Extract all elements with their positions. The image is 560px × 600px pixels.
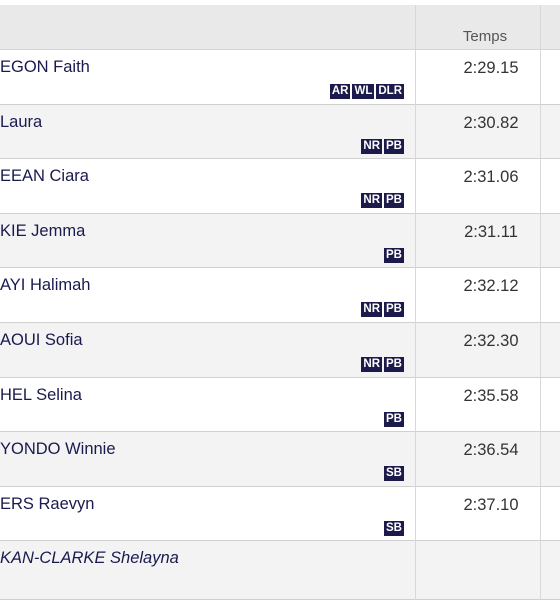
athlete-name: YONDO Winnie — [0, 440, 116, 459]
result-row: KAN-CLARKE Shelayna — [0, 541, 560, 600]
result-row: KIE Jemma PB 2:31.11 — [0, 213, 560, 269]
result-time: 2:30.82 — [463, 113, 519, 132]
result-time: 2:29.15 — [463, 59, 519, 77]
athlete-name: EGON Faith — [0, 58, 90, 76]
athlete-name: AOUI Sofia — [0, 331, 83, 349]
record-badges: SB — [384, 466, 404, 482]
record-badge: NR — [361, 357, 383, 372]
result-time: 2:31.06 — [463, 168, 519, 187]
record-badge: PB — [384, 357, 404, 372]
column-divider — [540, 5, 541, 600]
record-badge: AR — [329, 84, 351, 99]
column-divider — [415, 5, 416, 600]
result-row: AYI Halimah NR PB 2:32.12 — [0, 268, 560, 323]
record-badge: NR — [361, 138, 383, 154]
record-badges: NR PB — [361, 193, 404, 209]
result-row: HEL Selina PB 2:35.58 — [0, 378, 560, 433]
result-time: 2:37.10 — [463, 495, 519, 514]
record-badge: SB — [384, 520, 404, 536]
record-badges: AR WL DLR — [329, 84, 404, 99]
athlete-name: AYI Halimah — [0, 276, 91, 295]
result-time: 2:36.54 — [463, 441, 519, 460]
result-row: YONDO Winnie SB 2:36.54 — [0, 432, 560, 487]
time-header: Temps — [462, 28, 508, 45]
record-badge: NR — [361, 302, 383, 318]
athlete-name: KIE Jemma — [0, 221, 86, 240]
result-time: 2:31.11 — [464, 222, 518, 241]
athlete-name: Laura — [0, 112, 43, 131]
record-badges: NR PB — [361, 138, 404, 154]
result-time: 2:35.58 — [463, 386, 519, 405]
record-badges: PB — [384, 411, 404, 427]
athlete-name: HEL Selina — [0, 385, 82, 404]
record-badge: PB — [384, 302, 404, 318]
result-row: EGON Faith AR WL DLR 2:29.15 — [0, 50, 560, 105]
result-row: EEAN Ciara NR PB 2:31.06 — [0, 159, 560, 214]
record-badges: NR PB — [361, 357, 404, 372]
record-badge: PB — [384, 193, 404, 209]
record-badge: DLR — [376, 84, 404, 99]
result-row: ERS Raevyn SB 2:37.10 — [0, 487, 560, 542]
record-badges: PB — [384, 247, 404, 263]
result-time: 2:32.12 — [463, 277, 519, 296]
record-badge: WL — [352, 84, 375, 99]
record-badges: NR PB — [361, 302, 404, 318]
result-row: AOUI Sofia NR PB 2:32.30 — [0, 323, 560, 378]
athlete-name: ERS Raevyn — [0, 494, 95, 513]
record-badges: SB — [384, 520, 404, 536]
athlete-name: EEAN Ciara — [0, 167, 89, 186]
result-row: Laura NR PB 2:30.82 — [0, 104, 560, 160]
result-time: 2:32.30 — [463, 332, 519, 350]
record-badge: PB — [384, 247, 404, 263]
athlete-name: KAN-CLARKE Shelayna — [0, 549, 179, 568]
record-badge: SB — [384, 466, 404, 482]
table-header: Temps — [0, 5, 560, 50]
record-badge: PB — [384, 411, 404, 427]
record-badge: PB — [384, 138, 404, 154]
record-badge: NR — [361, 193, 383, 209]
